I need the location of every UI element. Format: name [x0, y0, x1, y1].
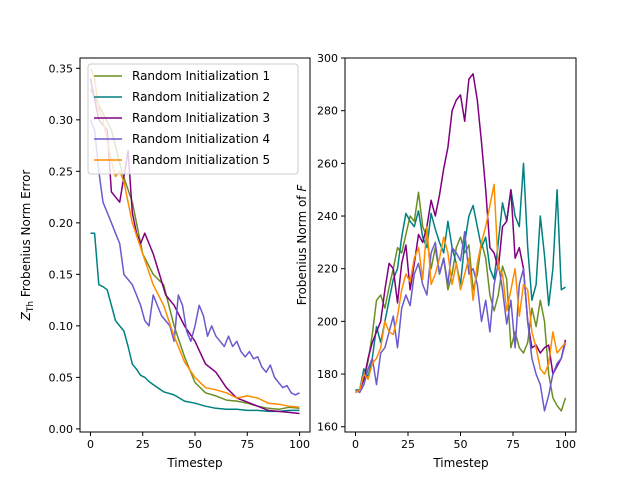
left-x-tick-label: 0	[87, 438, 94, 451]
right-series-line-5	[355, 183, 567, 394]
left-series-line-1	[89, 88, 300, 411]
left-y-tick-label: 0.20	[49, 217, 74, 230]
left-series-line-2	[90, 232, 300, 413]
left-y-tick-label: 0.25	[49, 165, 74, 178]
left-y-ticks: 0.00 0.05 0.10 0.15 0.20 0.25 0.30 0.35	[49, 62, 80, 436]
right-x-tick-label: 100	[555, 438, 576, 451]
right-series-line-3	[355, 73, 567, 394]
legend-label-4: Random Initialization 4	[132, 132, 270, 146]
left-x-ticks: 0 25 50 75 100	[87, 432, 310, 451]
right-y-tick-label: 280	[317, 105, 338, 118]
right-x-tick-label: 50	[454, 438, 468, 451]
left-y-axis-label-rest: Frobenius Norm Error	[19, 170, 33, 301]
right-x-tick-label: 0	[352, 438, 359, 451]
left-x-tick-label: 50	[188, 438, 202, 451]
right-y-tick-label: 180	[317, 368, 338, 381]
right-chart: 0 25 50 75 100 160 180 200 220 240 260 280 300 Time…	[295, 52, 577, 470]
right-x-tick-label: 75	[506, 438, 520, 451]
right-series-line-4	[355, 231, 567, 412]
left-y-tick-label: 0.30	[49, 114, 74, 127]
right-y-tick-label: 240	[317, 210, 338, 223]
left-chart: 0 25 50 75 100 0.000.050.100.150.200.250.300…	[19, 57, 311, 470]
left-y-tick-label: 0.10	[49, 320, 74, 333]
legend-label-3: Random Initialization 3	[132, 111, 270, 125]
left-y-tick-label: 0.35	[49, 62, 74, 75]
right-y-axis-label-italic: F	[295, 184, 309, 192]
left-series-line-3	[89, 78, 300, 415]
legend-box	[87, 63, 299, 175]
right-series-line-2	[355, 162, 566, 391]
legend: Random Initialization 1 Random Initializa…	[87, 63, 299, 175]
left-y-tick-label: 0.05	[49, 371, 74, 384]
left-series-line-4	[89, 119, 300, 396]
left-x-tick-label: 75	[240, 438, 254, 451]
left-y-tick-label: 0.00	[49, 423, 74, 436]
right-x-axis-label: Timestep	[432, 456, 488, 470]
right-y-tick-label: 300	[317, 52, 338, 65]
left-y-tick-label: 0.15	[49, 268, 74, 281]
right-y-tick-label: 260	[317, 157, 338, 170]
left-y-axis-label-main: Z	[19, 311, 33, 321]
right-y-tick-label: 160	[317, 421, 338, 434]
right-y-tick-label: 200	[317, 315, 338, 328]
right-y-axis-label-main: Frobenius Norm of	[295, 192, 309, 306]
left-x-tick-label: 25	[136, 438, 150, 451]
left-series-lines	[89, 68, 300, 415]
legend-label-1: Random Initialization 1	[132, 69, 270, 83]
legend-label-2: Random Initialization 2	[132, 90, 270, 104]
left-x-axis-label: Timestep	[166, 456, 222, 470]
right-y-axis-label: Frobenius Norm of F	[295, 184, 309, 306]
right-y-ticks: 160 180 200 220 240 260 280 300	[317, 52, 345, 434]
right-y-tick-label: 220	[317, 263, 338, 276]
left-x-tick-label: 100	[289, 438, 310, 451]
legend-label-5: Random Initialization 5	[132, 153, 270, 167]
left-y-axis-label: ZTh Frobenius Norm Error	[19, 170, 36, 322]
right-series-lines	[355, 73, 567, 412]
left-y-axis-label-sub: Th	[26, 301, 36, 313]
right-x-tick-label: 25	[401, 438, 415, 451]
right-x-ticks: 0 25 50 75 100	[352, 432, 576, 451]
